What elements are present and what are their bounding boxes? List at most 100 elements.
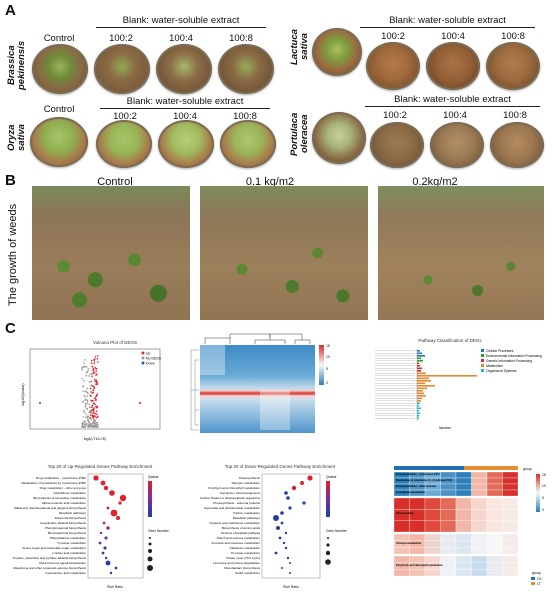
- down-enrichment-dot: [280, 511, 284, 515]
- volcano-point: [85, 374, 87, 377]
- volcano-point: [94, 403, 96, 406]
- petri-dish-photo: [430, 122, 484, 168]
- volcano-point: [89, 373, 91, 376]
- volcano-point: [90, 419, 93, 421]
- ratio-label: 100:8: [233, 111, 257, 122]
- ratio-label: 100:2: [109, 33, 133, 44]
- volcano-point: [90, 395, 92, 397]
- up-enrichment-plot: Drug metabolism - cytochrome P450Metabol…: [13, 473, 170, 589]
- species-label-brassica: Brassica pekinensis: [6, 40, 27, 90]
- heatmap2-cell: [409, 547, 426, 555]
- heatmap2-cell: [440, 540, 457, 548]
- volcano-point: [96, 426, 99, 428]
- volcano-point: [83, 411, 85, 413]
- volcano-point: [92, 420, 95, 422]
- legend-down: Down: [146, 361, 155, 365]
- ratio-label: 100:8: [501, 31, 525, 42]
- volcano-point: [94, 420, 96, 422]
- down-term-label: Biosynthesis of amino acids: [222, 526, 261, 530]
- volcano-point: [82, 416, 84, 418]
- volcano-point: [94, 415, 96, 417]
- heatmap2-cell: [393, 569, 410, 577]
- pathway-bar: [417, 375, 477, 377]
- heatmap2-cell: [486, 471, 503, 479]
- down-term-label: Carbon fixation in photosynthetic organi…: [200, 496, 260, 500]
- heatmap2-cell: [486, 547, 503, 555]
- volcano-point: [95, 424, 97, 427]
- pathway-bar: [417, 417, 419, 420]
- heatmap2-cell: [502, 471, 519, 479]
- volcano-point: [92, 412, 94, 415]
- down-enrichment-dot: [302, 501, 306, 505]
- petri-dish-photo: [220, 120, 276, 168]
- up-term-label: Tropane, piperidine and pyridine alkaloi…: [13, 556, 87, 560]
- up-term-label: Linoleic acid metabolism: [52, 551, 86, 555]
- legend-cellular-swatch: [481, 349, 484, 352]
- heatmap2-cell: [440, 497, 457, 510]
- volcano-point: [90, 384, 93, 387]
- volcano-point: [87, 367, 90, 370]
- down-gene-number-label: Gene Number: [326, 529, 348, 533]
- heatmap2-cell: [471, 489, 488, 497]
- up-term-label: Amino sugar and nucleotide sugar metabol…: [22, 546, 86, 550]
- volcano-point: [81, 367, 83, 369]
- volcano-point: [96, 407, 99, 409]
- up-enrichment-dot: [114, 566, 118, 570]
- volcano-point: [96, 373, 98, 375]
- legend-nodegs: No-DEGS: [146, 356, 162, 360]
- down-term-label: Starch and sucrose metabolism: [217, 536, 261, 540]
- volcano-point: [84, 405, 87, 408]
- up-term-label: Drug metabolism - other enzymes: [40, 486, 87, 490]
- volcano-point: [93, 362, 96, 365]
- group-legend-title-bottom: group: [532, 571, 541, 575]
- pathway-classification: Number Cellular Processes Environmental …: [375, 349, 542, 430]
- header-underline: [365, 106, 540, 107]
- volcano-point: [96, 405, 98, 407]
- up-term-label: Plant hormone signal transduction: [39, 561, 86, 565]
- legend-metabolism: Metabolism: [486, 364, 503, 368]
- volcano-point: [94, 412, 96, 415]
- legend-organismal-swatch: [481, 369, 484, 372]
- volcano-point: [96, 421, 99, 424]
- ratio-label: 100:4: [169, 33, 193, 44]
- volcano-point: [92, 425, 95, 427]
- volcano-point: [81, 424, 84, 427]
- legend-genetic-swatch: [481, 359, 484, 362]
- down-enrichment-dot: [286, 556, 290, 560]
- volcano-point: [88, 406, 91, 408]
- legend-down-dot: [141, 361, 145, 365]
- up-enrichment-dot: [101, 551, 105, 555]
- pathway-bar: [417, 392, 424, 395]
- down-enrichment-dot: [286, 496, 290, 500]
- volcano-point: [92, 402, 95, 405]
- heatmap2-cell: [393, 520, 410, 533]
- pathway-bar: [417, 387, 427, 390]
- legend-nodegs-dot: [141, 356, 145, 360]
- group-header-brassica: Blank: water-soluble extract: [122, 15, 240, 26]
- ratio-label: 100:4: [173, 111, 197, 122]
- pathway-bar: [417, 395, 426, 397]
- heatmap2-cell: [424, 540, 441, 548]
- volcano-point: [90, 399, 92, 402]
- up-term-label: Phenylpropanoid biosynthesis: [45, 526, 87, 530]
- volcano-point: [91, 392, 93, 394]
- up-enrichment-dot: [118, 501, 122, 505]
- volcano-point: [91, 359, 93, 362]
- down-enrichment-dot: [284, 546, 288, 550]
- volcano-point: [92, 389, 94, 392]
- heatmap2-cell: [455, 533, 472, 541]
- petri-dish-photo: [370, 122, 424, 168]
- species-label-oryza: Oryza sativa: [6, 124, 27, 152]
- heatmap2-cell: [502, 483, 519, 491]
- up-enrichment-dot: [102, 521, 106, 525]
- up-term-label: Biosynthesis of secondary metabolites: [33, 496, 86, 500]
- heatmap2-cell: [471, 540, 488, 548]
- up-term-label: alpha-Linolenic acid metabolism: [42, 501, 86, 505]
- volcano-point: [88, 421, 91, 423]
- pathway-bar: [417, 350, 420, 352]
- heatmap2-cell: [471, 477, 488, 485]
- volcano-point: [84, 404, 87, 406]
- volcano-point: [94, 366, 96, 369]
- heatmap2-cell: [502, 509, 519, 521]
- pathway-bar: [417, 365, 420, 367]
